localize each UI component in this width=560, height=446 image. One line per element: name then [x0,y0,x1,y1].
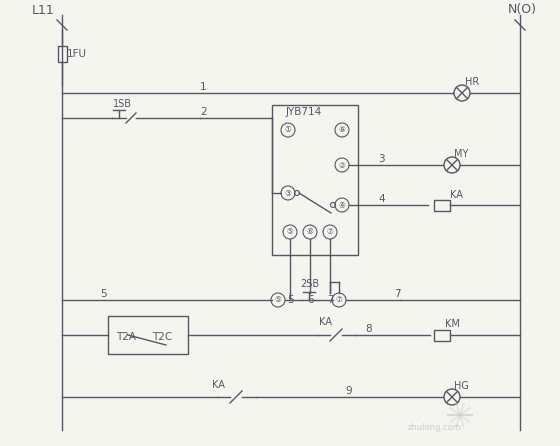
Text: ⑥: ⑥ [306,227,314,236]
Text: ⑧: ⑧ [339,125,346,135]
Text: KA: KA [450,190,463,200]
Text: 9: 9 [345,386,352,396]
Text: ⑦: ⑦ [335,296,342,305]
Text: HG: HG [454,381,469,391]
Bar [434,199,450,211]
Text: 5: 5 [287,295,293,305]
Text: T2C: T2C [152,332,172,342]
Text: zhulong.com: zhulong.com [408,424,462,433]
Text: 1FU: 1FU [67,49,87,59]
Text: 2SB: 2SB [300,279,320,289]
Text: N(O): N(O) [508,4,537,17]
Text: KA: KA [212,380,225,390]
Text: MY: MY [454,149,468,159]
Bar [434,330,450,340]
Text: ③: ③ [284,189,291,198]
Text: KM: KM [445,319,460,329]
Text: 2: 2 [200,107,207,117]
Text: ④: ④ [339,201,346,210]
Text: ⑤: ⑤ [274,296,282,305]
Text: L11: L11 [32,4,55,17]
Text: HR: HR [465,77,479,87]
Text: T2A: T2A [116,332,136,342]
Text: ⑤: ⑤ [287,227,293,236]
Text: 7: 7 [394,289,400,299]
Text: 4: 4 [378,194,385,204]
Text: 8: 8 [365,324,372,334]
Text: 6: 6 [307,295,314,305]
Text: 7: 7 [327,295,334,305]
Text: JYB714: JYB714 [286,107,322,117]
Text: ①: ① [284,125,291,135]
Text: ②: ② [339,161,346,169]
Bar [58,46,67,62]
Text: 5: 5 [100,289,106,299]
Text: 3: 3 [378,154,385,164]
Text: ⑦: ⑦ [326,227,333,236]
Bar [108,316,188,354]
Text: 1SB: 1SB [113,99,132,109]
Bar [272,105,358,255]
Text: 1: 1 [200,82,207,92]
Text: KA: KA [319,317,332,327]
